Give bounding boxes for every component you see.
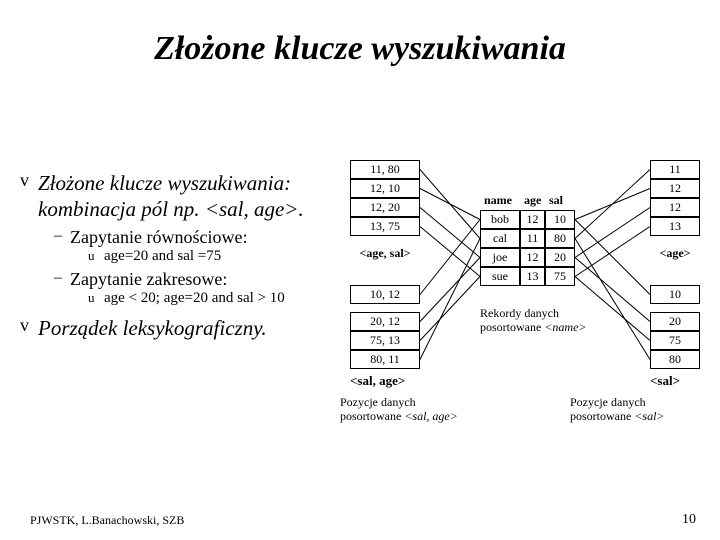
left-cell: <age, sal> xyxy=(350,244,420,263)
dash-marker: – xyxy=(54,269,70,287)
center-cell: cal xyxy=(480,229,520,248)
center-cell: 80 xyxy=(545,229,575,248)
lex-text: Porządek leksykograficzny. xyxy=(38,315,267,341)
sub-range: – Zapytanie zakresowe: xyxy=(54,269,340,290)
caption-right: Pozycje danychposortowane <sal> xyxy=(570,395,720,424)
left-cell: 11, 80 xyxy=(350,160,420,179)
center-header: age xyxy=(520,193,545,208)
left-col-label: <sal, age> xyxy=(350,373,405,389)
right-cell: 20 xyxy=(650,312,700,331)
left-cell: 10, 12 xyxy=(350,285,420,304)
right-col-label: <sal> xyxy=(650,373,680,389)
compound-line2-it: <sal, age> xyxy=(205,197,299,221)
caption-left: Pozycje danychposortowane <sal, age> xyxy=(340,395,510,424)
left-cell: 80, 11 xyxy=(350,350,420,369)
center-note: Rekordy danychposortowane <name> xyxy=(480,306,587,335)
bullet-list: v Złożone klucze wyszukiwania: kombinacj… xyxy=(20,170,340,345)
left-cell: 13, 75 xyxy=(350,217,420,236)
compound-line1: Złożone klucze wyszukiwania: xyxy=(38,171,291,195)
sub-eq: – Zapytanie równościowe: xyxy=(54,227,340,248)
left-cell: 20, 12 xyxy=(350,312,420,331)
center-cell: 20 xyxy=(545,248,575,267)
center-cell: 13 xyxy=(520,267,545,286)
right-cell: 80 xyxy=(650,350,700,369)
bullet-lex: v Porządek leksykograficzny. xyxy=(20,315,340,341)
slide-title: Złożone klucze wyszukiwania xyxy=(0,30,720,68)
right-cell: 12 xyxy=(650,179,700,198)
right-cell: 75 xyxy=(650,331,700,350)
sub-range-detail: u age < 20; age=20 and sal > 10 xyxy=(88,290,340,307)
bullet-compound: v Złożone klucze wyszukiwania: kombinacj… xyxy=(20,170,340,223)
eq-text: Zapytanie równościowe: xyxy=(70,227,247,248)
center-cell: joe xyxy=(480,248,520,267)
range-sub-text: age < 20; age=20 and sal > 10 xyxy=(104,290,285,307)
right-cell: 11 xyxy=(650,160,700,179)
range-text: Zapytanie zakresowe: xyxy=(70,269,227,290)
sub-eq-detail: u age=20 and sal =75 xyxy=(88,248,340,265)
center-header: name xyxy=(480,193,516,208)
footer-left: PJWSTK, L.Banachowski, SZB xyxy=(30,513,184,528)
u-marker: u xyxy=(88,248,104,264)
compound-line2-pre: kombinacja pól np. xyxy=(38,197,205,221)
right-cell: 10 xyxy=(650,285,700,304)
u-marker: u xyxy=(88,290,104,306)
center-cell: 10 xyxy=(545,210,575,229)
center-cell: 12 xyxy=(520,210,545,229)
diagram: 11, 8012, 1012, 2013, 75 <age, sal> 10, 12… xyxy=(350,160,710,470)
bullet-marker: v xyxy=(20,170,38,191)
center-cell: 75 xyxy=(545,267,575,286)
left-cell: 75, 13 xyxy=(350,331,420,350)
bullet-marker: v xyxy=(20,315,38,336)
center-cell: sue xyxy=(480,267,520,286)
right-cell: 13 xyxy=(650,217,700,236)
right-cell: <age> xyxy=(650,244,700,263)
eq-sub-text: age=20 and sal =75 xyxy=(104,248,221,265)
center-cell: bob xyxy=(480,210,520,229)
center-cell: 11 xyxy=(520,229,545,248)
right-cell: 12 xyxy=(650,198,700,217)
left-cell: 12, 20 xyxy=(350,198,420,217)
center-header: sal xyxy=(545,193,567,208)
footer-page-number: 10 xyxy=(682,512,696,528)
left-cell: 12, 10 xyxy=(350,179,420,198)
dash-marker: – xyxy=(54,227,70,245)
center-cell: 12 xyxy=(520,248,545,267)
